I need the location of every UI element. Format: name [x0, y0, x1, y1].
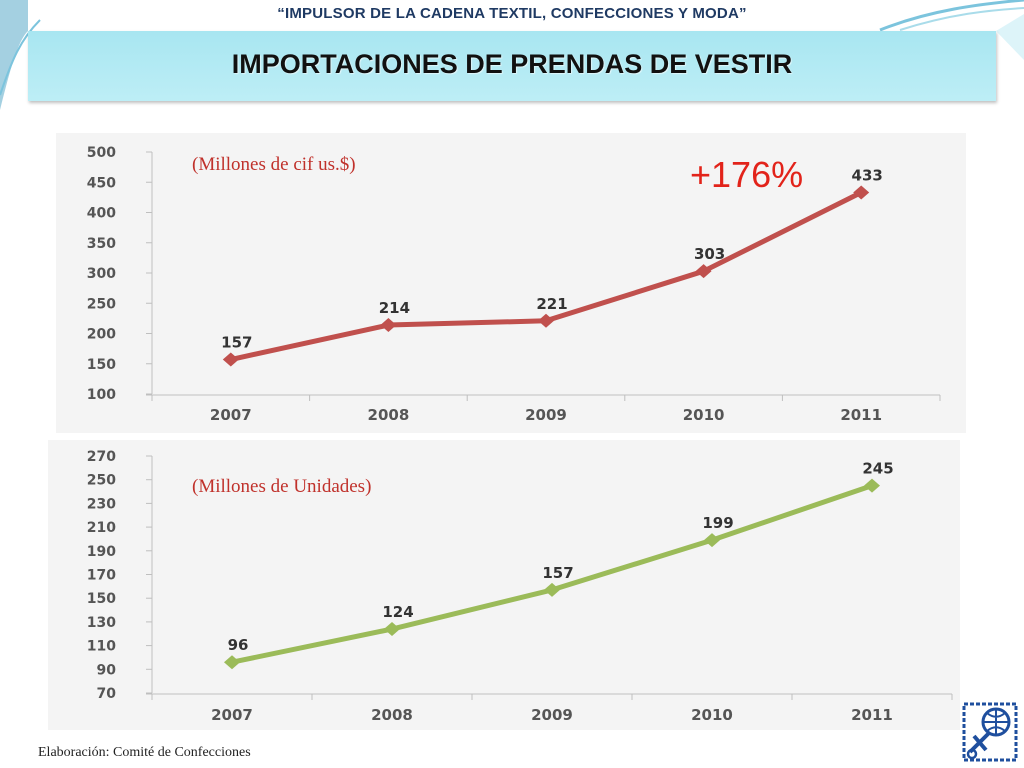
y-tick-label: 130	[87, 615, 116, 631]
growth-percentage-note: +176%	[690, 154, 803, 195]
x-tick-label: 2008	[368, 406, 410, 424]
y-tick-label: 350	[87, 236, 116, 252]
data-point-marker	[224, 655, 240, 670]
data-label: 303	[694, 245, 725, 263]
y-tick-label: 90	[97, 662, 117, 678]
data-point-marker	[695, 264, 712, 279]
x-tick-label: 2011	[851, 706, 893, 724]
x-tick-label: 2011	[840, 406, 882, 424]
data-point-marker	[544, 582, 560, 597]
x-tick-label: 2010	[691, 706, 733, 724]
y-tick-label: 400	[87, 206, 116, 222]
y-tick-label: 270	[87, 449, 116, 465]
y-tick-label: 230	[87, 496, 116, 512]
unit-note: (Millones de cif us.$)	[192, 154, 356, 175]
y-tick-label: 150	[87, 357, 116, 373]
series-line	[230, 190, 863, 362]
data-label: 221	[536, 295, 567, 313]
data-label: 157	[221, 334, 252, 352]
data-point-marker	[704, 533, 720, 548]
slide-top-title: “IMPULSOR DE LA CADENA TEXTIL, CONFECCIO…	[277, 5, 747, 22]
y-tick-label: 110	[87, 639, 116, 655]
slide-title: IMPORTACIONES DE PRENDAS DE VESTIR	[231, 49, 793, 79]
y-tick-label: 70	[97, 686, 117, 702]
data-point-marker	[380, 318, 397, 333]
data-point-marker	[864, 478, 880, 493]
chart-panel-imports-units	[48, 440, 960, 730]
x-tick-label: 2007	[210, 406, 252, 424]
y-tick-label: 150	[87, 591, 116, 607]
y-tick-label: 100	[87, 387, 116, 403]
data-label: 124	[382, 603, 413, 621]
source-footer: Elaboración: Comité de Confecciones	[38, 745, 251, 760]
x-tick-label: 2009	[531, 706, 573, 724]
data-label: 433	[852, 167, 883, 185]
y-tick-label: 500	[87, 145, 116, 161]
chart-imports-units: 70 90 110 130 150 170 190 210 230 250 270 2007 2008 2…	[87, 449, 953, 724]
data-point-marker	[384, 622, 400, 637]
data-label: 245	[862, 460, 893, 478]
unit-note: (Millones de Unidades)	[192, 476, 371, 497]
x-tick-label: 2010	[683, 406, 725, 424]
y-tick-label: 190	[87, 544, 116, 560]
committee-logo-icon	[962, 702, 1018, 762]
y-tick-label: 250	[87, 473, 116, 489]
chart-imports-value: 100 150 200 250 300 350 400 450 500 2007 2008 2009 2…	[87, 145, 941, 424]
y-tick-label: 300	[87, 266, 116, 282]
title-banner: IMPORTACIONES DE PRENDAS DE VESTIR	[28, 31, 996, 101]
data-label: 96	[228, 636, 249, 654]
y-tick-label: 210	[87, 520, 116, 536]
y-tick-label: 450	[87, 175, 116, 191]
data-point-marker	[222, 352, 239, 367]
x-tick-label: 2007	[211, 706, 253, 724]
y-tick-label: 200	[87, 327, 116, 343]
data-label: 214	[379, 299, 410, 317]
data-point-marker	[853, 185, 870, 200]
y-tick-label: 250	[87, 296, 116, 312]
data-label: 199	[702, 514, 733, 532]
x-tick-label: 2009	[525, 406, 567, 424]
y-tick-label: 170	[87, 568, 116, 584]
data-label: 157	[542, 564, 573, 582]
chart-panel-imports-value	[56, 133, 966, 433]
data-point-marker	[538, 313, 554, 328]
x-tick-label: 2008	[371, 706, 413, 724]
